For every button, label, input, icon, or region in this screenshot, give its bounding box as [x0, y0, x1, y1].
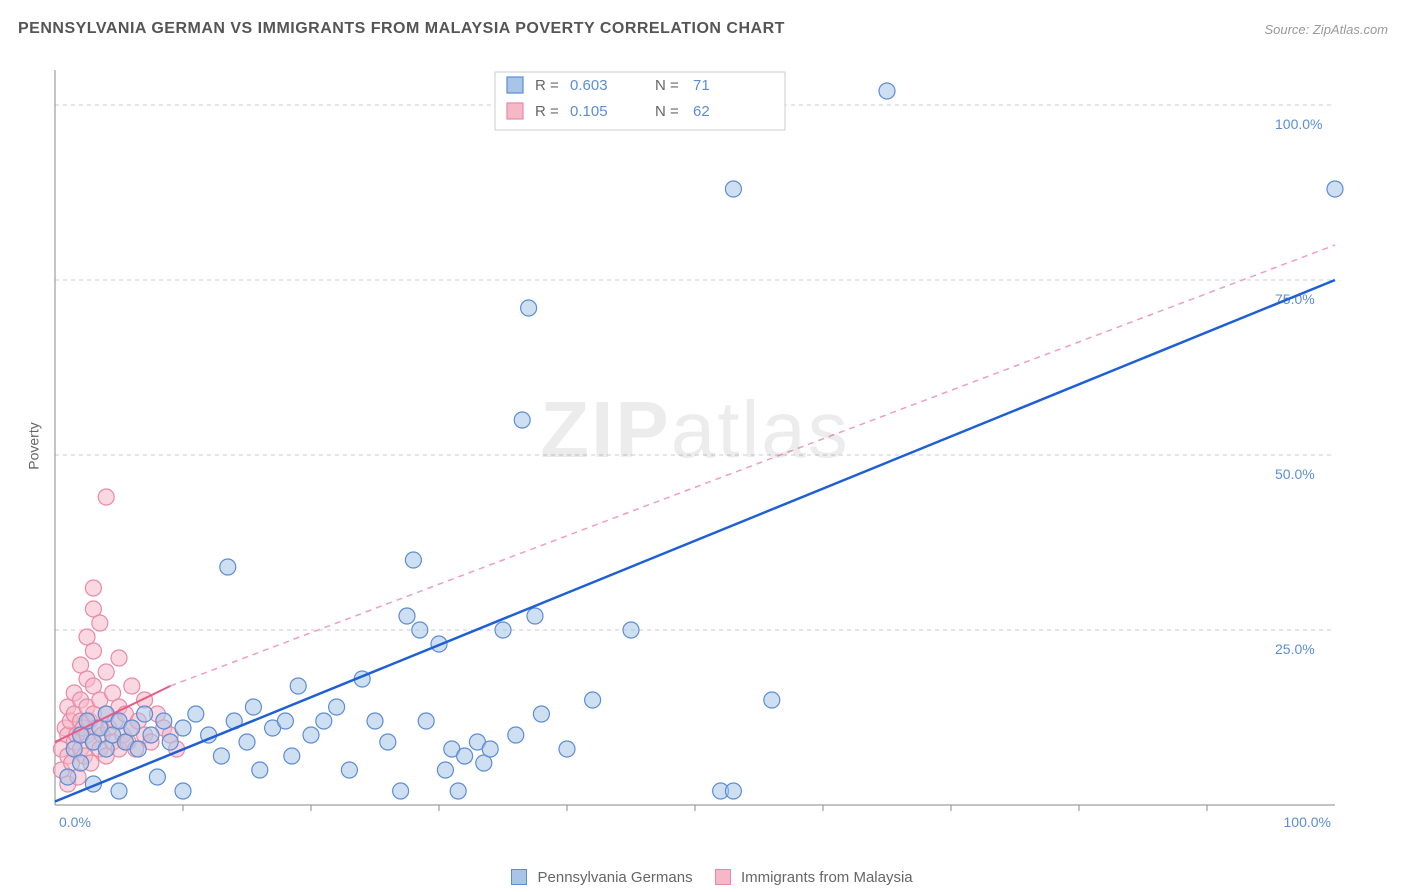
svg-text:N =: N = [655, 77, 679, 94]
bottom-legend: Pennsylvania Germans Immigrants from Mal… [0, 869, 1406, 886]
svg-text:71: 71 [693, 77, 710, 94]
svg-text:0.0%: 0.0% [59, 814, 91, 830]
source-label: Source: ZipAtlas.com [1264, 22, 1388, 37]
svg-text:0.603: 0.603 [570, 77, 608, 94]
svg-text:R =: R = [535, 103, 559, 120]
svg-text:25.0%: 25.0% [1275, 641, 1315, 657]
svg-text:50.0%: 50.0% [1275, 466, 1315, 482]
chart-area: 25.0% 50.0% 75.0% 100.0% 0.0% 100.0% R = 0.603 N… [45, 60, 1345, 830]
y-axis-label: Poverty [26, 422, 42, 469]
legend-square-pink [715, 869, 731, 885]
svg-text:N =: N = [655, 103, 679, 120]
scatter-chart: 25.0% 50.0% 75.0% 100.0% 0.0% 100.0% R = 0.603 N… [45, 60, 1345, 830]
legend-label-pink: Immigrants from Malaysia [741, 869, 913, 886]
svg-text:75.0%: 75.0% [1275, 291, 1315, 307]
svg-text:0.105: 0.105 [570, 103, 608, 120]
svg-text:100.0%: 100.0% [1284, 814, 1331, 830]
svg-text:R =: R = [535, 77, 559, 94]
svg-text:62: 62 [693, 103, 710, 120]
svg-text:100.0%: 100.0% [1275, 116, 1322, 132]
legend-square-blue [511, 869, 527, 885]
chart-title: PENNSYLVANIA GERMAN VS IMMIGRANTS FROM M… [18, 20, 785, 38]
legend-label-blue: Pennsylvania Germans [538, 869, 693, 886]
